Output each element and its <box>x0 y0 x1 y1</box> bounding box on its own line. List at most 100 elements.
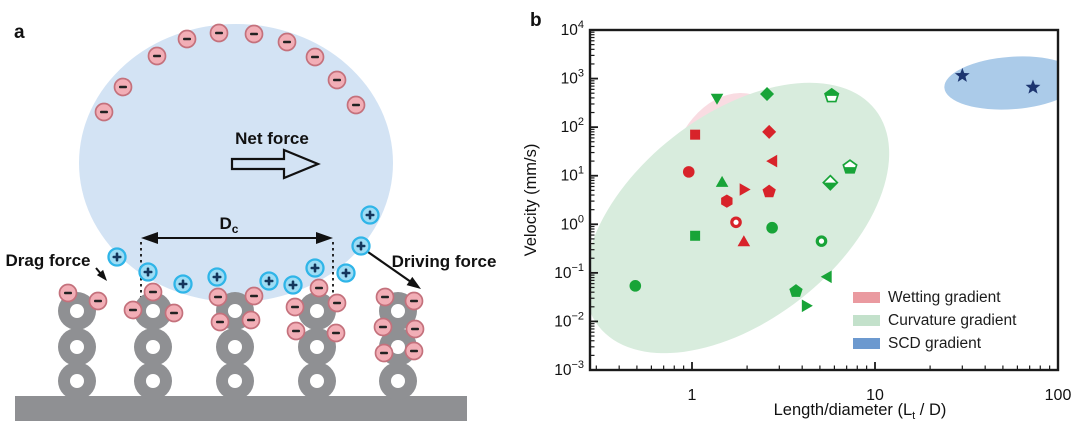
negative-charge <box>373 317 393 337</box>
negative-charge <box>375 287 395 307</box>
minus-icon <box>214 295 222 299</box>
negative-charge <box>244 24 264 44</box>
pillar-ring-hole <box>70 304 84 318</box>
marker-circle-open <box>815 235 828 247</box>
minus-icon <box>216 320 224 324</box>
marker-pentagon-half-up <box>842 159 858 174</box>
marker-diamond <box>760 87 775 102</box>
positive-charge <box>207 267 227 287</box>
negative-charge <box>244 286 264 306</box>
plus-icon <box>313 263 317 273</box>
marker-half-white <box>823 175 838 183</box>
legend-label-curvature: Curvature gradient <box>888 312 1017 329</box>
x-tick-label: 10 <box>866 387 884 404</box>
panel-a-label: a <box>14 22 25 43</box>
negative-charge <box>405 319 425 339</box>
minus-icon <box>411 327 419 331</box>
minus-icon <box>410 349 418 353</box>
negative-charge <box>327 70 347 90</box>
minus-icon <box>315 286 323 290</box>
marker-diamond-half-up <box>822 174 839 191</box>
minus-icon <box>250 294 258 298</box>
x-axis-label: Length/diameter (Lt / D) <box>774 401 947 422</box>
y-tick-label: 10−2 <box>554 310 584 330</box>
positive-charge <box>360 205 380 225</box>
positive-charge <box>138 262 158 282</box>
negative-charge <box>143 282 163 302</box>
pillar <box>58 283 108 400</box>
negative-charge <box>209 23 229 43</box>
negative-charge <box>404 341 424 361</box>
marker-triangle-up <box>715 175 729 187</box>
pillars <box>58 278 425 400</box>
pillar-ring-hole <box>310 340 324 354</box>
minus-icon <box>94 299 102 303</box>
pillar-ring-hole <box>70 374 84 388</box>
y-tick-label: 101 <box>561 165 584 185</box>
legend-item-curvature: Curvature gradient <box>853 312 1017 329</box>
droplet <box>79 24 393 302</box>
y-tick-label: 10−1 <box>554 262 584 282</box>
negative-charge <box>88 291 108 311</box>
positive-charge <box>259 271 279 291</box>
pillar <box>285 278 347 400</box>
marker-outline <box>822 174 839 191</box>
pillar-ring-hole <box>146 304 160 318</box>
driving-force-label: Driving force <box>392 252 497 271</box>
drag-force-label: Drag force <box>5 251 90 270</box>
negative-charge <box>309 278 329 298</box>
marker-triangle-right <box>801 299 813 313</box>
minus-icon <box>247 318 255 322</box>
y-tick-label: 100 <box>561 213 584 233</box>
scatter-points <box>629 67 1041 313</box>
pillar-ring-hole <box>310 304 324 318</box>
marker-square <box>690 129 701 140</box>
negative-charge <box>58 283 78 303</box>
panel-a: a Net force Dc Drag force Driving force <box>5 22 497 421</box>
positive-charge <box>283 275 303 295</box>
drag-force-arrowhead-icon <box>96 269 107 281</box>
driving-force-arrow-line <box>367 251 412 283</box>
marker-pentagon-half-down <box>824 87 840 103</box>
negative-charge <box>208 287 228 307</box>
positive-charge <box>351 236 371 256</box>
marker-hexagon <box>721 194 733 208</box>
pillar-ring-hole <box>146 374 160 388</box>
marker-triangle-down <box>710 93 724 105</box>
marker-triangle-left <box>766 154 778 168</box>
minus-icon <box>333 301 341 305</box>
negative-charge <box>346 95 366 115</box>
marker-outline <box>824 87 840 103</box>
negative-charge <box>210 312 230 332</box>
negative-charge <box>305 47 325 67</box>
axis-ticks <box>590 29 1059 371</box>
marker-triangle-up <box>737 235 751 247</box>
negative-charge <box>164 303 184 323</box>
substrate-base <box>15 396 467 421</box>
pillar-ring-hole <box>391 340 405 354</box>
plus-icon <box>359 241 363 251</box>
legend-swatch-scd-icon <box>853 338 880 349</box>
pillar-ring-hole <box>310 374 324 388</box>
plus-icon <box>291 280 295 290</box>
y-axis-label: Velocity (mm/s) <box>522 144 540 257</box>
minus-icon <box>379 325 387 329</box>
pillar <box>123 282 184 400</box>
minus-icon <box>153 54 161 58</box>
minus-icon <box>352 103 360 107</box>
minus-icon <box>291 305 299 309</box>
minus-icon <box>100 110 108 114</box>
legend-swatch-curvature-icon <box>853 315 880 326</box>
panel-b: b 1 10 100 104 103 102 101 100 10−1 10−2 10−3 Velo… <box>522 10 1071 422</box>
marker-square <box>690 230 701 241</box>
minus-icon <box>170 311 178 315</box>
marker-star <box>1025 79 1041 94</box>
minus-icon <box>215 31 223 35</box>
x-tick-label: 1 <box>688 387 697 404</box>
negative-charge <box>123 300 143 320</box>
net-force-label: Net force <box>235 129 309 148</box>
marker-pentagon <box>762 184 776 198</box>
marker-star <box>954 67 970 82</box>
negative-charge <box>177 29 197 49</box>
